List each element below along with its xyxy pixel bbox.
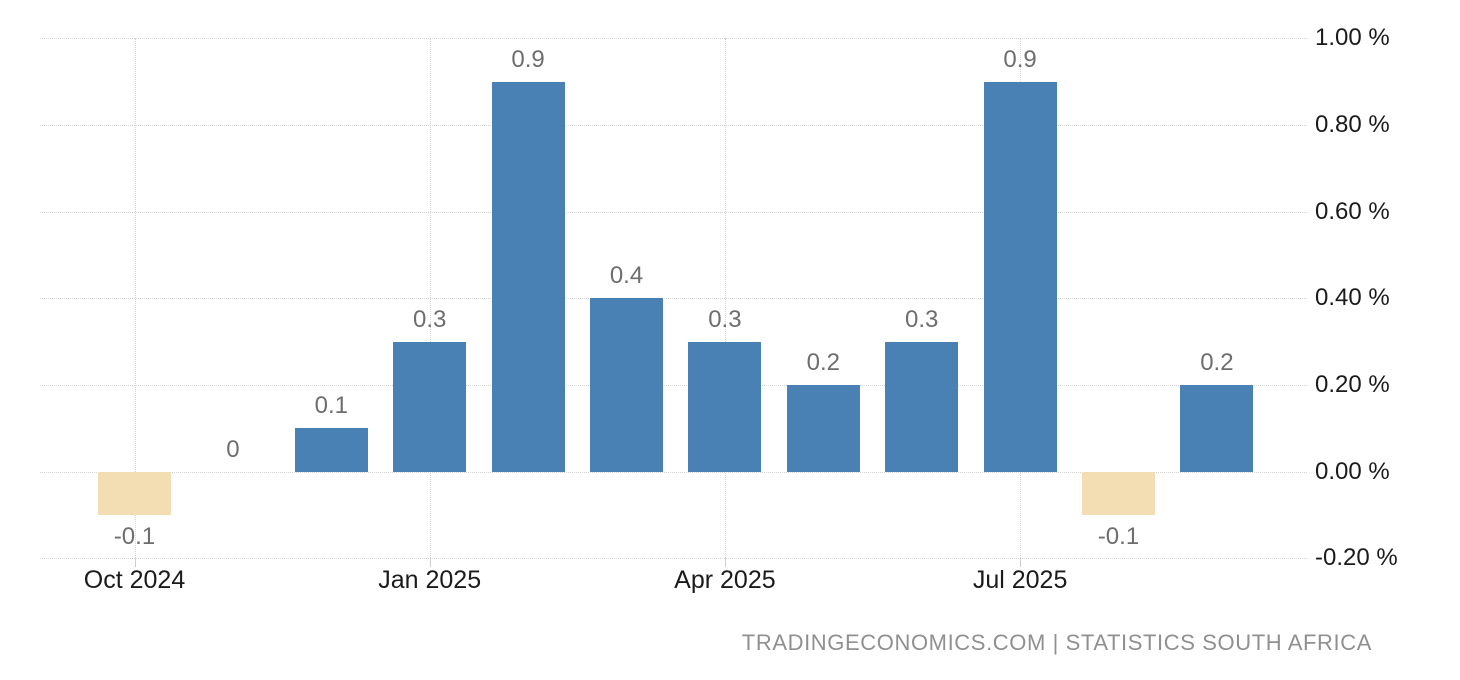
y-axis-tick-label: -0.20 % — [1315, 544, 1398, 572]
bar-value-label: -0.1 — [113, 523, 156, 551]
bar-value-label: 0.3 — [905, 305, 939, 333]
bar-value-label: 0.3 — [708, 305, 742, 333]
x-axis-tick — [429, 558, 431, 568]
y-axis-tick-label: 0.60 % — [1315, 197, 1390, 225]
bar-jun-2025[interactable] — [885, 341, 959, 472]
x-axis-tick — [1020, 558, 1022, 568]
bar-mar-2025[interactable] — [590, 298, 663, 472]
y-axis-tick-label: 0.40 % — [1315, 284, 1390, 312]
y-axis-tick-label: 0.00 % — [1315, 457, 1390, 485]
x-axis-tick-label: Oct 2024 — [83, 566, 186, 594]
bar-value-label: 0.1 — [314, 392, 348, 420]
source-attribution: TRADINGECONOMICS.COM | STATISTICS SOUTH … — [741, 630, 1372, 655]
bar-apr-2025[interactable] — [688, 341, 762, 472]
y-gridline — [40, 558, 1307, 560]
bar-oct-2024[interactable] — [98, 471, 171, 516]
bar-value-label: 0.3 — [413, 305, 447, 333]
x-gridline — [134, 38, 136, 559]
y-gridline — [40, 125, 1307, 127]
bar-value-label: 0.9 — [1003, 45, 1037, 73]
bar-may-2025[interactable] — [786, 385, 860, 472]
x-gridline — [724, 38, 726, 559]
bar-jan-2025[interactable] — [393, 341, 467, 472]
x-gridline — [429, 38, 431, 559]
bar-value-label: 0.2 — [1200, 349, 1234, 377]
y-axis-tick-label: 0.80 % — [1315, 111, 1390, 139]
y-axis-tick-label: 0.20 % — [1315, 371, 1390, 399]
y-gridline — [40, 211, 1307, 213]
x-axis-tick — [134, 558, 136, 568]
bar-value-label: 0.2 — [806, 349, 840, 377]
y-gridline — [40, 471, 1307, 473]
x-axis-tick-label: Jan 2025 — [378, 566, 482, 594]
y-gridline — [40, 298, 1307, 300]
y-gridline — [40, 385, 1307, 387]
x-axis-tick — [724, 558, 726, 568]
bar-value-label: 0.4 — [609, 262, 644, 290]
bar-dec-2024[interactable] — [294, 428, 368, 472]
bar-aug-2025[interactable] — [1082, 471, 1155, 516]
x-axis-tick-label: Apr 2025 — [674, 566, 776, 594]
bar-value-label: 0.9 — [511, 45, 545, 73]
y-gridline — [40, 38, 1307, 40]
x-axis-tick-label: Jul 2025 — [972, 566, 1068, 594]
bar-sep-2025[interactable] — [1180, 385, 1254, 472]
bar-jul-2025[interactable] — [983, 81, 1057, 472]
bar-value-label: -0.1 — [1097, 523, 1140, 551]
bar-value-label: 0 — [226, 435, 240, 463]
bar-feb-2025[interactable] — [491, 81, 565, 472]
y-axis-tick-label: 1.00 % — [1315, 24, 1390, 52]
